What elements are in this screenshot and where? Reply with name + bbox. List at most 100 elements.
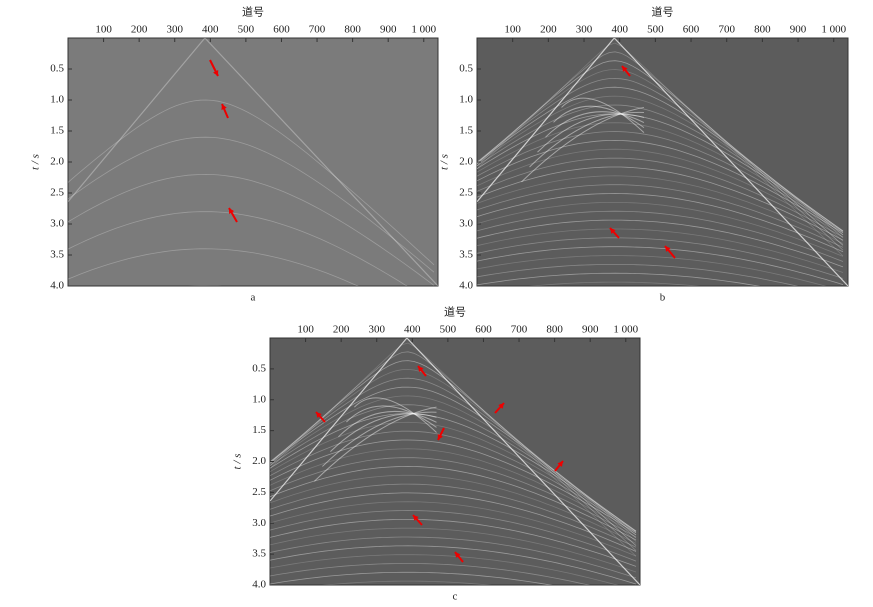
direct-wave (477, 38, 848, 286)
event (270, 519, 637, 567)
event (477, 193, 844, 253)
x-axis-label: 道号 (242, 5, 264, 19)
event (477, 131, 844, 232)
event (477, 60, 844, 246)
event (477, 166, 844, 241)
event (270, 368, 637, 542)
x-tick-label: 300 (368, 324, 385, 336)
event (68, 248, 359, 286)
arrow-head (665, 246, 671, 252)
y-tick-label: 3.5 (459, 249, 473, 261)
x-tick-label: 400 (202, 24, 219, 36)
event (477, 264, 799, 286)
event (270, 527, 637, 573)
event (270, 563, 591, 585)
event (270, 492, 637, 552)
event (270, 421, 637, 532)
y-tick-label: 4.0 (459, 280, 473, 292)
event (270, 413, 637, 532)
event (68, 136, 435, 273)
arrow-head (221, 104, 227, 110)
event (270, 545, 637, 585)
x-tick-label: 900 (582, 324, 599, 336)
refraction (545, 111, 645, 138)
x-tick-label: 800 (344, 24, 361, 36)
refraction (346, 405, 437, 428)
y-axis-label: t / s (439, 154, 451, 170)
y-tick-label: 3.5 (252, 548, 266, 560)
refraction (338, 411, 437, 438)
y-tick-label: 1.0 (252, 393, 266, 405)
y-tick-label: 0.5 (50, 63, 64, 75)
panel-caption: a (251, 292, 256, 304)
x-axis-label: 道号 (444, 305, 466, 319)
y-tick-label: 2.5 (252, 486, 266, 498)
arrow-head (213, 70, 219, 76)
refraction (561, 97, 645, 134)
x-tick-label: 600 (273, 24, 290, 36)
event (68, 99, 435, 266)
event (270, 501, 637, 557)
y-axis-label: t / s (30, 154, 42, 170)
y-tick-label: 2.0 (459, 156, 473, 168)
event (477, 228, 844, 273)
event (477, 42, 844, 257)
refraction (521, 106, 645, 183)
arrow-head (557, 461, 563, 467)
seismic-panel (476, 37, 849, 287)
event (477, 86, 844, 236)
seismic-panel (67, 37, 439, 287)
event (477, 202, 844, 257)
event (477, 272, 761, 286)
event (477, 184, 844, 248)
event (270, 360, 637, 546)
event (270, 351, 637, 551)
y-tick-label: 2.5 (50, 187, 64, 199)
event (270, 457, 637, 538)
x-tick-label: 500 (238, 24, 255, 36)
event (270, 439, 637, 534)
x-tick-label: 500 (440, 324, 457, 336)
event (477, 255, 827, 286)
arrow-head (413, 515, 419, 521)
direct-wave (270, 338, 640, 585)
panel-caption: b (660, 292, 666, 304)
x-tick-label: 700 (511, 324, 528, 336)
event (68, 173, 435, 286)
event (477, 157, 844, 238)
event (68, 211, 408, 286)
seismic-events (68, 38, 438, 286)
event (270, 386, 637, 536)
event (477, 69, 844, 242)
x-tick-label: 900 (380, 24, 397, 36)
y-tick-label: 0.5 (252, 362, 266, 374)
refraction (553, 105, 645, 129)
arrow-head (437, 434, 443, 440)
refraction (314, 406, 437, 482)
x-tick-label: 400 (611, 24, 628, 36)
seismic-events (477, 38, 848, 286)
refraction (354, 397, 437, 433)
y-tick-label: 3.0 (252, 517, 266, 529)
seismic-events (270, 338, 640, 585)
y-tick-label: 2.5 (459, 187, 473, 199)
y-tick-label: 1.0 (459, 94, 473, 106)
y-tick-label: 4.0 (252, 579, 266, 591)
event (477, 122, 844, 232)
event (270, 536, 637, 579)
x-tick-label: 600 (683, 24, 700, 36)
x-tick-label: 500 (647, 24, 664, 36)
x-tick-label: 900 (790, 24, 807, 36)
x-tick-label: 300 (166, 24, 183, 36)
y-axis-label: t / s (232, 454, 244, 470)
event (270, 465, 637, 541)
x-tick-label: 800 (754, 24, 771, 36)
y-tick-label: 4.0 (50, 280, 64, 292)
seismic-panel (269, 337, 641, 586)
arrow-head (455, 552, 461, 558)
x-tick-label: 400 (404, 324, 421, 336)
y-tick-label: 1.5 (459, 125, 473, 137)
arrow-head (316, 412, 322, 418)
x-tick-label: 100 (297, 324, 314, 336)
event (477, 139, 844, 234)
